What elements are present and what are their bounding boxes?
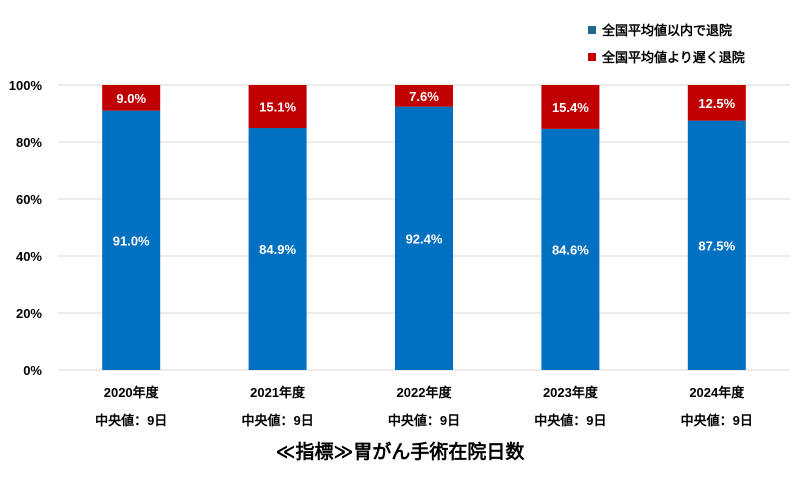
bar-segment-later [248,85,307,129]
x-category-label: 2023年度 [543,385,599,400]
bar-segment-later [687,85,746,121]
bar-segment-later [102,85,161,111]
data-label: 84.6% [552,242,589,257]
data-label: 15.1% [259,100,296,115]
chart-title: ≪指標≫胃がん手術在院日数 [276,440,526,463]
y-tick-label: 60% [16,192,42,207]
legend: 全国平均値以内で退院 全国平均値より遅く退院 [588,23,745,65]
y-tick-label: 40% [16,249,42,264]
y-tick-label: 20% [16,306,42,321]
x-axis: 2020年度中央値：9日2021年度中央値：9日2022年度中央値：9日2023… [95,385,753,428]
x-median-label: 中央値：9日 [388,413,460,428]
legend-label-later: 全国平均値より遅く退院 [601,50,745,65]
data-label: 7.6% [409,89,439,104]
x-median-label: 中央値：9日 [241,413,313,428]
data-label: 92.4% [406,231,443,246]
data-label: 87.5% [698,238,735,253]
bar-segment-within [541,128,600,370]
legend-swatch-within [588,26,596,34]
bars: 91.0% 9.0% 84.9% 15.1% 92.4% 7.6% 84.6% 15.4% 87… [102,85,746,371]
x-category-label: 2020年度 [104,385,160,400]
data-label: 12.5% [698,96,735,111]
x-median-label: 中央値：9日 [681,413,753,428]
y-tick-label: 100% [9,78,43,93]
data-label: 15.4% [552,100,589,115]
legend-swatch-later [588,53,596,61]
bar-segment-within [102,110,161,371]
y-tick-label: 0% [23,363,42,378]
x-median-label: 中央値：9日 [534,413,606,428]
data-label: 91.0% [113,233,150,248]
x-category-label: 2021年度 [250,385,306,400]
data-label: 9.0% [116,91,146,106]
x-category-label: 2022年度 [397,385,453,400]
bar-segment-later [395,85,453,107]
data-label: 84.9% [259,242,296,257]
y-axis: 0% 20% 40% 60% 80% 100% [9,78,43,378]
bar-segment-within [395,106,453,370]
x-category-label: 2024年度 [689,385,745,400]
bar-segment-within [687,120,746,370]
bar-segment-within [248,128,307,370]
bar-segment-later [541,85,600,129]
legend-label-within: 全国平均値以内で退院 [601,23,732,38]
y-tick-label: 80% [16,135,42,150]
x-median-label: 中央値：9日 [95,413,167,428]
